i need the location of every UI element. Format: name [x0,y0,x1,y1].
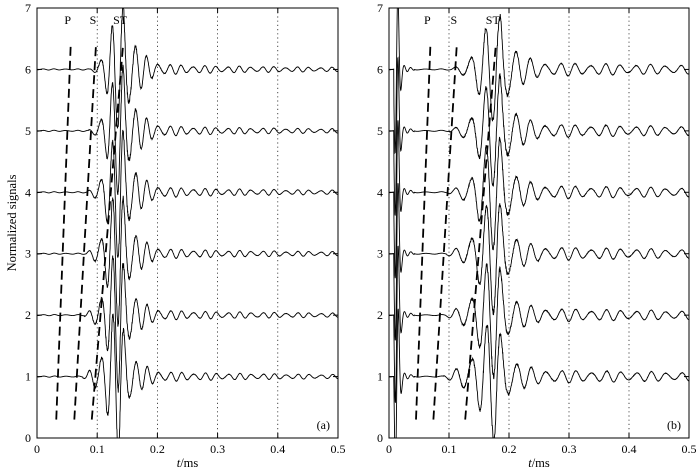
y-tick-label: 6 [377,62,383,76]
signal-trace-4 [389,120,689,279]
signal-trace-6 [389,8,689,155]
signal-trace-5 [389,56,689,216]
y-axis-title: Normalized signals [5,174,19,271]
arrival-line-s [432,44,458,420]
x-tick-label: 0.2 [502,442,517,456]
signal-trace-2 [389,245,689,403]
x-tick-label: 0 [34,442,40,456]
signal-trace-3 [389,183,689,341]
x-tick-label: 0.5 [682,442,697,456]
x-tick-label: 0 [386,442,392,456]
traces [389,8,689,438]
panel-a: P S ST 0 0.1 0.2 0.3 0.4 0.5 0 1 2 3 4 5 6 7 t/ms Normaliz… [5,1,346,469]
axes-frame [388,7,690,439]
panel-b: P S ST 0 0.1 0.2 0.3 0.4 0.5 0 1 2 3 4 5 6 7 t/ms (b) [377,1,697,469]
y-tick-label: 3 [25,247,31,261]
y-tick-label: 2 [25,308,31,322]
x-tick-label: 0.4 [622,442,637,456]
y-tick-label: 3 [377,247,383,261]
x-axis-title-unit: /ms [532,456,550,469]
traces [37,8,338,438]
y-tick-label: 0 [377,431,383,445]
x-axis-title-var: t [528,456,532,469]
panel-tag: (a) [317,418,330,432]
x-axis-title: t/ms [528,456,550,469]
x-tick-label: 0.5 [331,442,346,456]
signal-trace-2 [37,255,338,393]
x-tick-label: 0.2 [150,442,165,456]
signal-trace-1 [37,313,338,438]
x-axis-title: t/ms [177,456,199,469]
y-tick-label: 1 [25,370,31,384]
signal-trace-1 [389,308,689,438]
signal-trace-5 [37,64,338,196]
axes-frame [36,7,339,439]
arrival-label-p: P [64,13,71,27]
y-tick-label: 7 [377,1,383,15]
arrival-line-st [90,44,124,420]
arrival-line-s [73,44,97,420]
x-axis-title-var: t [177,456,181,469]
x-tick-label: 0.4 [270,442,285,456]
x-tick-label: 0.1 [442,442,457,456]
y-tick-label: 1 [377,370,383,384]
signal-trace-6 [37,8,338,129]
y-tick-label: 0 [25,431,31,445]
arrival-line-p [55,44,72,420]
arrival-label-s: S [90,13,97,27]
y-tick-label: 4 [25,185,31,199]
y-tick-label: 6 [25,62,31,76]
x-tick-label: 0.3 [210,442,225,456]
arrival-label-p: P [424,13,431,27]
y-tick-label: 2 [377,308,383,322]
signal-trace-3 [37,195,338,327]
arrival-label-st: ST [486,13,501,27]
y-tick-label: 5 [377,124,383,138]
arrival-label-st: ST [113,13,128,27]
y-tick-label: 4 [377,185,383,199]
panel-tag: (b) [667,418,681,432]
y-tick-label: 7 [25,1,31,15]
y-tick-label: 5 [25,124,31,138]
x-axis-title-unit: /ms [180,456,198,469]
x-tick-label: 0.3 [562,442,577,456]
arrival-line-st [464,44,497,420]
arrival-label-s: S [450,13,457,27]
signal-trace-4 [37,129,338,258]
x-tick-label: 0.1 [90,442,105,456]
arrival-line-p [415,44,432,420]
